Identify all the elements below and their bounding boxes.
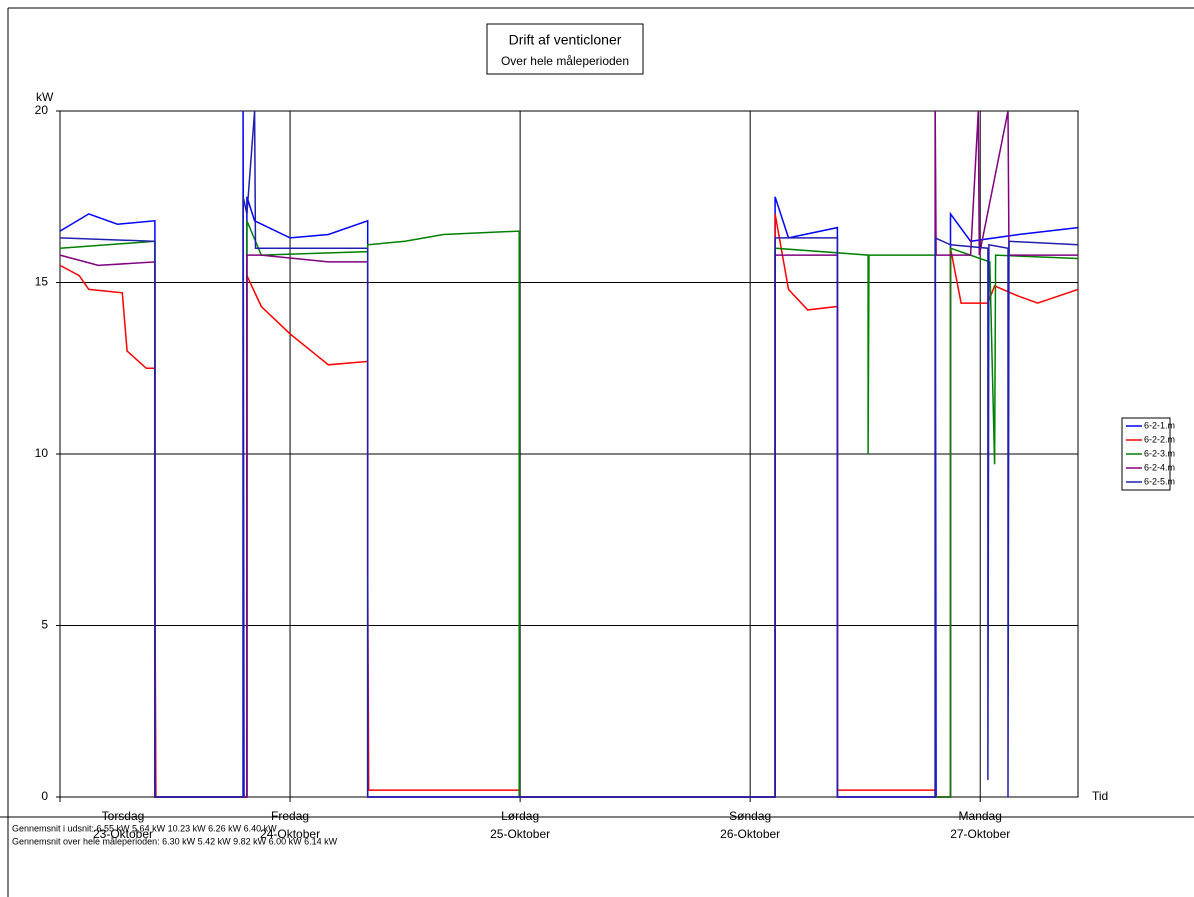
- legend-label: 6-2-2.m: [1144, 434, 1175, 444]
- title-box: [486, 23, 644, 75]
- legend-label: 6-2-4.m: [1144, 462, 1175, 472]
- y-tick-label: 0: [41, 789, 48, 803]
- x-tick-date: 26-Oktober: [720, 827, 780, 841]
- legend-label: 6-2-3.m: [1144, 448, 1175, 458]
- series-line: [59, 220, 1079, 798]
- x-axis-label: Tid: [1092, 789, 1108, 803]
- note: Gennemsnit i udsnit: 6.55 kW 5.64 kW 10.…: [12, 823, 277, 833]
- y-axis-label: kW: [36, 90, 54, 104]
- x-tick-date: 25-Oktober: [490, 827, 550, 841]
- x-tick-label: Torsdag: [102, 809, 145, 823]
- chart-title: Drift af venticloner: [509, 32, 622, 48]
- legend-label: 6-2-5.m: [1144, 476, 1175, 486]
- y-tick-label: 15: [35, 275, 49, 289]
- x-tick-date: 23-Oktober: [93, 827, 153, 841]
- y-tick-label: 20: [35, 103, 49, 117]
- x-tick-date: 24-Oktober: [260, 827, 320, 841]
- x-tick-label: Lørdag: [501, 809, 539, 823]
- chart-subtitle: Over hele måleperioden: [501, 54, 629, 68]
- x-tick-date: 27-Oktober: [950, 827, 1010, 841]
- note: Gennemsnit over hele måleperioden: 6.30 …: [12, 836, 338, 846]
- series-line: [59, 110, 1079, 798]
- x-tick-label: Fredag: [271, 809, 309, 823]
- x-tick-label: Mandag: [959, 809, 1002, 823]
- legend-label: 6-2-1.m: [1144, 420, 1175, 430]
- y-tick-label: 10: [35, 446, 49, 460]
- y-tick-label: 5: [41, 618, 48, 632]
- x-tick-label: Søndag: [729, 809, 771, 823]
- series-line: [59, 213, 1079, 798]
